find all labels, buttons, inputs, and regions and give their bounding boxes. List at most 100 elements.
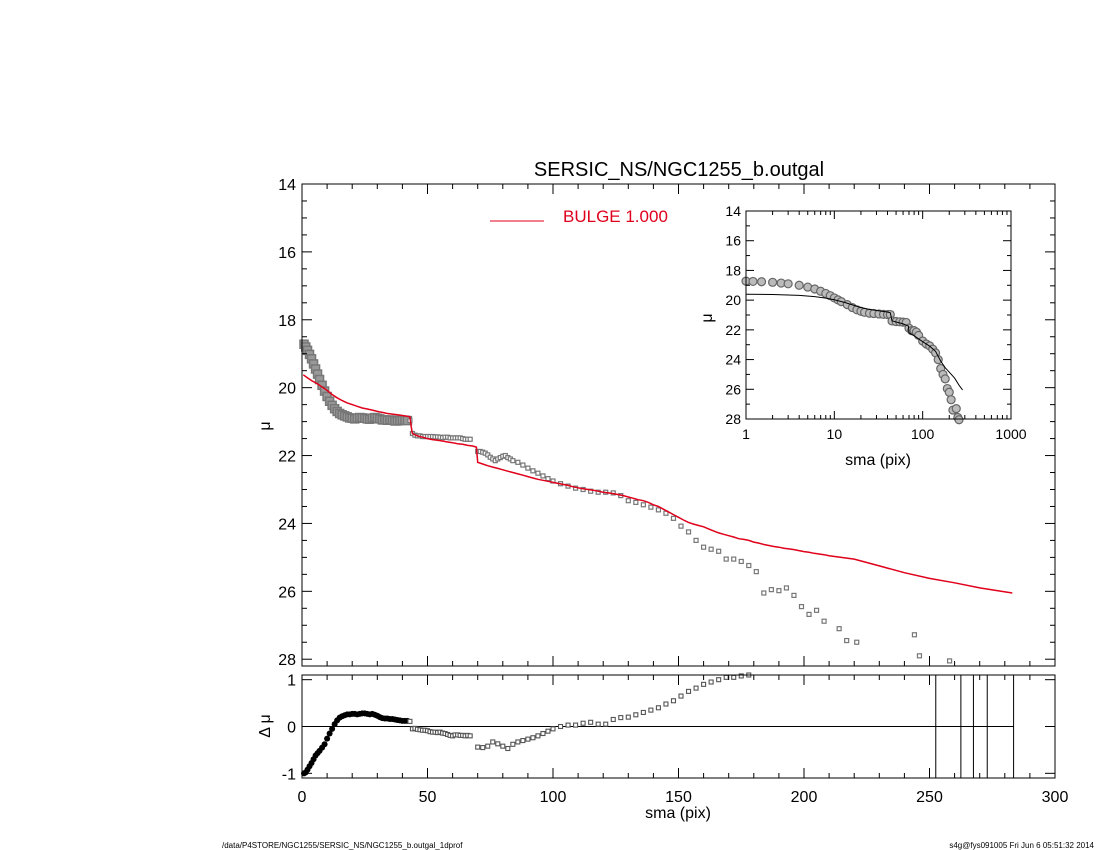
residual-ytick-label-1: 1 (287, 673, 296, 690)
bulge-model-line (302, 374, 1013, 594)
main-data-point-118 (753, 569, 759, 575)
x-axis-label: sma (pix) (645, 805, 711, 822)
inset-data-point-46 (944, 387, 954, 397)
residual-point-99 (663, 701, 669, 707)
inset-data-point-49 (951, 404, 961, 414)
main-data-point-105 (655, 507, 662, 513)
main-data-point-120 (768, 587, 774, 593)
residual-point-81 (535, 733, 541, 739)
residual-point-77 (515, 739, 521, 745)
residual-point-87 (573, 722, 579, 728)
inset-x-axis-label: sma (pix) (845, 452, 911, 469)
main-data-point-125 (806, 611, 812, 618)
main-ytick-label-22: 22 (278, 449, 296, 466)
residual-point-12 (326, 730, 333, 737)
inset-ytick-label-18: 18 (725, 262, 741, 278)
residual-point-95 (633, 712, 639, 718)
inset-data-point-44 (940, 374, 950, 384)
main-data-point-116 (738, 558, 744, 565)
main-y-axis-label: μ (257, 421, 274, 430)
x-tick-label-50: 50 (419, 789, 437, 806)
main-series-layer (299, 339, 1013, 664)
residual-point-93 (618, 715, 624, 721)
main-data-point-107 (670, 515, 677, 521)
chart-title: SERSIC_NS/NGC1255_b.outgal (534, 159, 824, 181)
x-tick-label-200: 200 (791, 789, 818, 806)
inset-ytick-label-16: 16 (725, 233, 741, 249)
main-data-point-83 (510, 458, 516, 464)
main-ytick-label-26: 26 (278, 584, 296, 601)
residual-point-100 (670, 698, 677, 704)
main-data-point-103 (640, 502, 646, 508)
residual-series-layer (301, 672, 1015, 778)
inset-data-point-47 (946, 395, 956, 405)
residual-point-97 (648, 707, 654, 713)
main-data-point-84 (515, 459, 521, 465)
inset-ytick-label-28: 28 (725, 411, 741, 427)
residual-ytick-label--1: -1 (282, 766, 296, 783)
main-data-point-101 (625, 498, 631, 504)
footer-stamp: s4g@fys091005 Fri Jun 6 05:51:32 2014 (949, 841, 1094, 850)
main-data-point-128 (836, 626, 842, 632)
residual-point-13 (329, 725, 336, 732)
residual-point-96 (640, 709, 646, 716)
residual-point-10 (321, 741, 328, 748)
inset-data-point-5 (783, 279, 793, 289)
main-data-point-119 (761, 590, 767, 596)
main-data-point-129 (844, 637, 850, 644)
main-data-point-89 (540, 473, 546, 479)
residual-point-44 (407, 718, 413, 724)
residual-point-80 (530, 735, 536, 741)
residual-point-101 (678, 693, 684, 699)
main-data-point-114 (723, 556, 729, 562)
residual-point-102 (685, 688, 692, 694)
main-panel: 14 16 18 20 22 24 26 28 μ BULGE 1.000 (257, 177, 1056, 669)
main-data-point-123 (791, 592, 797, 598)
residual-point-74 (500, 743, 506, 749)
main-data-point-111 (700, 544, 707, 550)
main-data-point-88 (535, 470, 541, 476)
inset-y-axis-label: μ (699, 313, 716, 322)
residual-point-92 (610, 716, 616, 723)
main-data-point-133 (946, 658, 953, 664)
inset-axes: 14 16 18 20 22 24 26 281 10 100 1000 (725, 203, 1026, 442)
main-ytick-label-18: 18 (278, 313, 296, 330)
main-ytick-label-20: 20 (278, 381, 296, 398)
residual-point-89 (588, 719, 594, 725)
x-tick-label-0: 0 (298, 789, 307, 806)
inset-ytick-label-26: 26 (725, 381, 741, 397)
residual-point-70 (480, 745, 486, 751)
main-data-point-109 (685, 529, 692, 535)
inset-xtick-label-10: 10 (827, 426, 843, 442)
inset-panel: 14 16 18 20 22 24 26 281 10 100 1000 μ sma (pix) (699, 203, 1027, 469)
residual-point-11 (324, 735, 331, 742)
residual-point-105 (708, 679, 714, 685)
residual-point-91 (603, 721, 609, 727)
main-data-point-112 (708, 546, 714, 552)
residual-point-108 (731, 674, 737, 680)
residual-point-75 (505, 745, 511, 752)
x-tick-label-300: 300 (1042, 789, 1069, 806)
residual-point-72 (490, 739, 496, 745)
inset-model-line (745, 293, 963, 391)
residual-point-86 (565, 722, 571, 728)
inset-xtick-label-100: 100 (911, 426, 935, 442)
main-ytick-label-16: 16 (278, 245, 296, 262)
main-data-point-132 (916, 653, 923, 659)
residual-point-73 (495, 741, 501, 747)
residual-point-68 (467, 733, 473, 739)
residual-y-axis-label: Δ μ (257, 714, 274, 737)
inset-data-point-2 (756, 277, 767, 287)
legend-label: BULGE 1.000 (563, 207, 668, 226)
main-data-point-87 (530, 468, 536, 474)
footer-path: /data/P4STORE/NGC1255/SERSIC_NS/NGC1255_… (222, 841, 463, 850)
x-tick-label-100: 100 (540, 789, 567, 806)
residual-point-85 (557, 723, 564, 730)
residual-point-104 (701, 681, 707, 687)
main-data-point-130 (854, 639, 860, 645)
main-data-point-108 (678, 523, 684, 529)
residual-ytick-label-0: 0 (287, 720, 296, 737)
